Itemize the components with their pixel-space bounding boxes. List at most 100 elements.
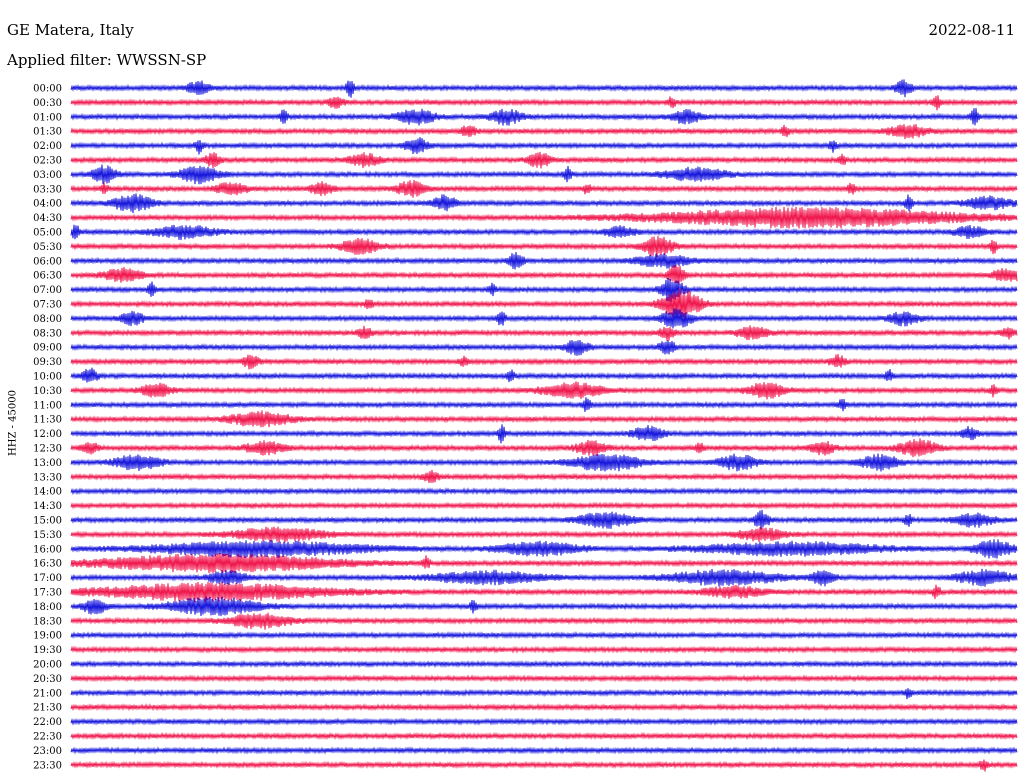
time-tick-label: 23:30 (33, 760, 62, 771)
trace-1230 (70, 438, 1018, 458)
time-tick-label: 11:00 (33, 400, 62, 411)
trace-1000 (70, 367, 1018, 383)
trace-0030 (70, 95, 1018, 111)
filter-label: Applied filter: WWSSN-SP (7, 51, 207, 69)
time-tick-label: 08:00 (33, 314, 62, 325)
trace-0700 (70, 277, 1018, 302)
trace-1630 (70, 553, 1018, 574)
time-tick-label: 16:30 (33, 559, 62, 570)
trace-2330 (70, 759, 1018, 772)
time-tick-label: 05:30 (33, 242, 62, 253)
time-tick-label: 18:30 (33, 616, 62, 627)
time-tick-label: 04:30 (33, 213, 62, 224)
trace-0600 (70, 251, 1018, 270)
time-tick-label: 17:00 (33, 573, 62, 584)
trace-0330 (70, 179, 1018, 198)
trace-2230 (70, 731, 1018, 741)
time-tick-label: 12:00 (33, 429, 62, 440)
trace-1100 (70, 397, 1018, 413)
trace-2200 (70, 717, 1018, 726)
trace-1500 (70, 509, 1018, 530)
trace-1800 (70, 596, 1018, 617)
time-tick-label: 09:00 (33, 343, 62, 354)
station-title: GE Matera, Italy (7, 21, 134, 39)
trace-0500 (70, 224, 1018, 241)
time-tick-label: 05:00 (33, 228, 62, 239)
time-tick-label: 11:30 (33, 415, 62, 426)
time-tick-label: 13:00 (33, 458, 62, 469)
trace-1200 (70, 424, 1018, 444)
trace-0200 (70, 137, 1018, 155)
trace-1700 (70, 568, 1018, 587)
time-tick-label: 15:00 (33, 516, 62, 527)
trace-1430 (70, 501, 1018, 510)
time-tick-label: 21:30 (33, 703, 62, 714)
trace-1400 (70, 487, 1018, 496)
time-tick-label: 18:00 (33, 602, 62, 613)
trace-0230 (70, 151, 1018, 169)
time-tick-label: 14:30 (33, 501, 62, 512)
trace-0530 (70, 235, 1018, 258)
trace-0900 (70, 340, 1018, 356)
trace-1830 (70, 612, 1018, 630)
trace-1600 (70, 539, 1018, 559)
trace-2000 (70, 659, 1018, 669)
time-tick-label: 07:00 (33, 285, 62, 296)
date-label: 2022-08-11 (928, 21, 1015, 39)
trace-1030 (70, 381, 1018, 400)
trace-1130 (70, 410, 1018, 428)
time-tick-label: 01:00 (33, 112, 62, 123)
time-tick-label: 02:00 (33, 141, 62, 152)
trace-0630 (70, 264, 1018, 285)
time-tick-label: 12:30 (33, 444, 62, 455)
time-tick-labels: 00:00 00:30 01:00 01:30 02:00 02:30 03:00 03:30… (33, 84, 62, 772)
time-tick-label: 01:30 (33, 127, 62, 138)
trace-group (70, 79, 1018, 772)
trace-0730 (70, 288, 1018, 320)
trace-2030 (70, 674, 1018, 683)
time-tick-label: 17:30 (33, 588, 62, 599)
time-tick-label: 04:00 (33, 199, 62, 210)
trace-0830 (70, 325, 1018, 341)
time-tick-label: 06:30 (33, 271, 62, 282)
trace-1330 (70, 469, 1018, 484)
time-tick-label: 19:00 (33, 631, 62, 642)
time-tick-label: 20:30 (33, 674, 62, 685)
trace-0400 (70, 193, 1018, 214)
time-tick-label: 16:00 (33, 544, 62, 555)
trace-1900 (70, 631, 1018, 640)
trace-0130 (70, 124, 1018, 140)
trace-0800 (70, 308, 1018, 329)
time-tick-label: 22:30 (33, 732, 62, 743)
trace-2100 (70, 688, 1018, 700)
time-tick-label: 06:00 (33, 256, 62, 267)
trace-0930 (70, 354, 1018, 370)
time-tick-label: 13:30 (33, 472, 62, 483)
trace-1300 (70, 453, 1018, 472)
time-tick-label: 09:30 (33, 357, 62, 368)
trace-1930 (70, 645, 1018, 654)
time-tick-label: 15:30 (33, 530, 62, 541)
time-tick-label: 03:00 (33, 170, 62, 181)
trace-0100 (70, 108, 1018, 126)
trace-0000 (70, 79, 1018, 98)
time-tick-label: 00:00 (33, 84, 62, 95)
trace-0430 (70, 206, 1018, 229)
time-tick-label: 22:00 (33, 717, 62, 728)
trace-2300 (70, 746, 1018, 755)
time-tick-label: 10:30 (33, 386, 62, 397)
time-tick-label: 21:00 (33, 688, 62, 699)
trace-1730 (70, 581, 1018, 603)
trace-2130 (70, 703, 1018, 712)
time-tick-label: 14:00 (33, 487, 62, 498)
trace-1530 (70, 526, 1018, 543)
time-tick-label: 20:00 (33, 660, 62, 671)
time-tick-label: 23:00 (33, 746, 62, 757)
trace-0300 (70, 164, 1018, 185)
time-tick-label: 10:00 (33, 372, 62, 383)
time-tick-label: 03:30 (33, 184, 62, 195)
time-tick-label: 02:30 (33, 156, 62, 167)
time-tick-label: 19:30 (33, 645, 62, 656)
